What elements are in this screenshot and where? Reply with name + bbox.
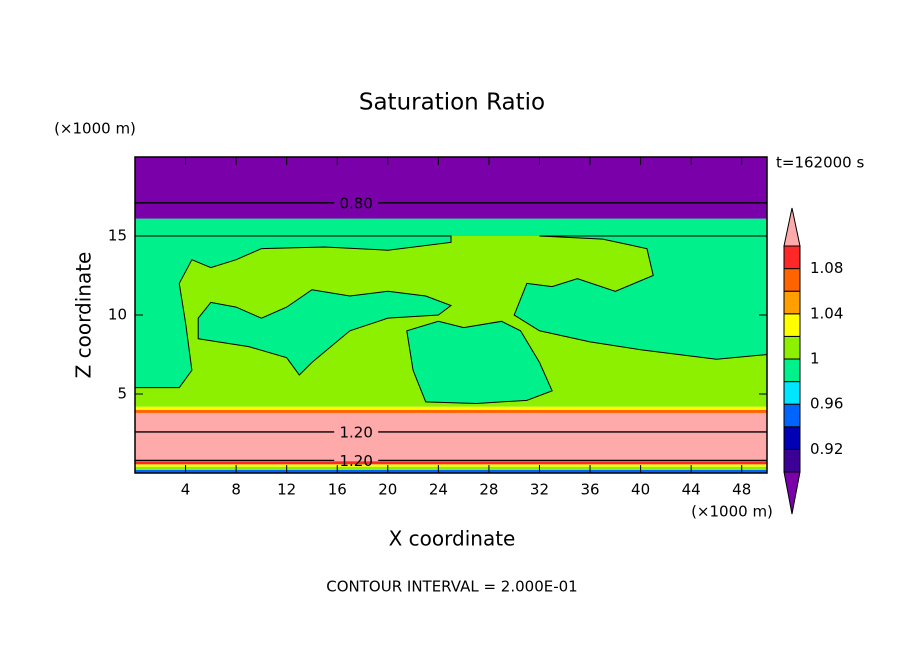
x-tick-label: 40 xyxy=(631,481,650,499)
x-tick-label: 28 xyxy=(479,481,498,499)
layer xyxy=(135,412,767,462)
x-units: (×1000 m) xyxy=(691,503,773,521)
x-tick-label: 20 xyxy=(378,481,397,499)
colorbar-label: 1.08 xyxy=(810,259,843,277)
y-axis-label: Z coordinate xyxy=(72,252,96,379)
contour-region xyxy=(197,289,453,376)
x-tick-label: 32 xyxy=(530,481,549,499)
x-tick-label: 12 xyxy=(277,481,296,499)
colorbar-box xyxy=(783,313,801,337)
x-axis-label: X coordinate xyxy=(389,527,516,551)
colorbar-box xyxy=(783,448,801,473)
y-tick-label: 15 xyxy=(108,227,127,245)
contour-region xyxy=(513,235,768,360)
x-tick-label: 4 xyxy=(181,481,191,499)
layer xyxy=(135,469,767,473)
x-tick-label: 36 xyxy=(580,481,599,499)
y-tick-label: 10 xyxy=(108,306,127,324)
contour-label: 1.20 xyxy=(339,423,372,441)
y-units: (×1000 m) xyxy=(54,120,136,138)
colorbar-triangle xyxy=(783,207,801,247)
x-tick-label: 16 xyxy=(328,481,347,499)
colorbar-triangle xyxy=(783,471,801,515)
x-tick-label: 24 xyxy=(429,481,448,499)
colorbar-label: 0.96 xyxy=(810,395,843,413)
colorbar-label: 1 xyxy=(810,350,820,368)
colorbar-box xyxy=(783,403,801,428)
colorbar-box xyxy=(783,358,801,383)
footer: CONTOUR INTERVAL = 2.000E-01 xyxy=(326,578,577,596)
layer xyxy=(135,157,767,219)
colorbar-label: 0.92 xyxy=(810,440,843,458)
colorbar-label: 1.04 xyxy=(810,304,843,322)
time-label: t=162000 s xyxy=(776,154,864,172)
contour-label: 0.80 xyxy=(339,194,372,212)
chart-title: Saturation Ratio xyxy=(359,90,545,116)
layer xyxy=(135,461,767,465)
layer xyxy=(135,406,767,410)
colorbar: 0.92 0.96 1 1.04 1.08 xyxy=(783,207,843,515)
contour-region xyxy=(134,235,452,389)
colorbar-box xyxy=(783,268,801,292)
layer xyxy=(135,466,767,470)
colorbar-box xyxy=(783,381,801,405)
colorbar-box xyxy=(783,335,801,360)
layer xyxy=(135,464,767,467)
x-tick-label: 8 xyxy=(231,481,241,499)
colorbar-box xyxy=(783,245,801,270)
colorbar-box xyxy=(783,290,801,315)
layer xyxy=(135,218,767,236)
colorbar-box xyxy=(783,426,801,450)
x-tick-label: 44 xyxy=(682,481,701,499)
x-tick-label: 48 xyxy=(732,481,751,499)
layer xyxy=(135,409,767,413)
contour-region xyxy=(406,320,553,404)
y-tick-label: 5 xyxy=(117,385,127,403)
contour-label: 1.20 xyxy=(339,452,372,470)
